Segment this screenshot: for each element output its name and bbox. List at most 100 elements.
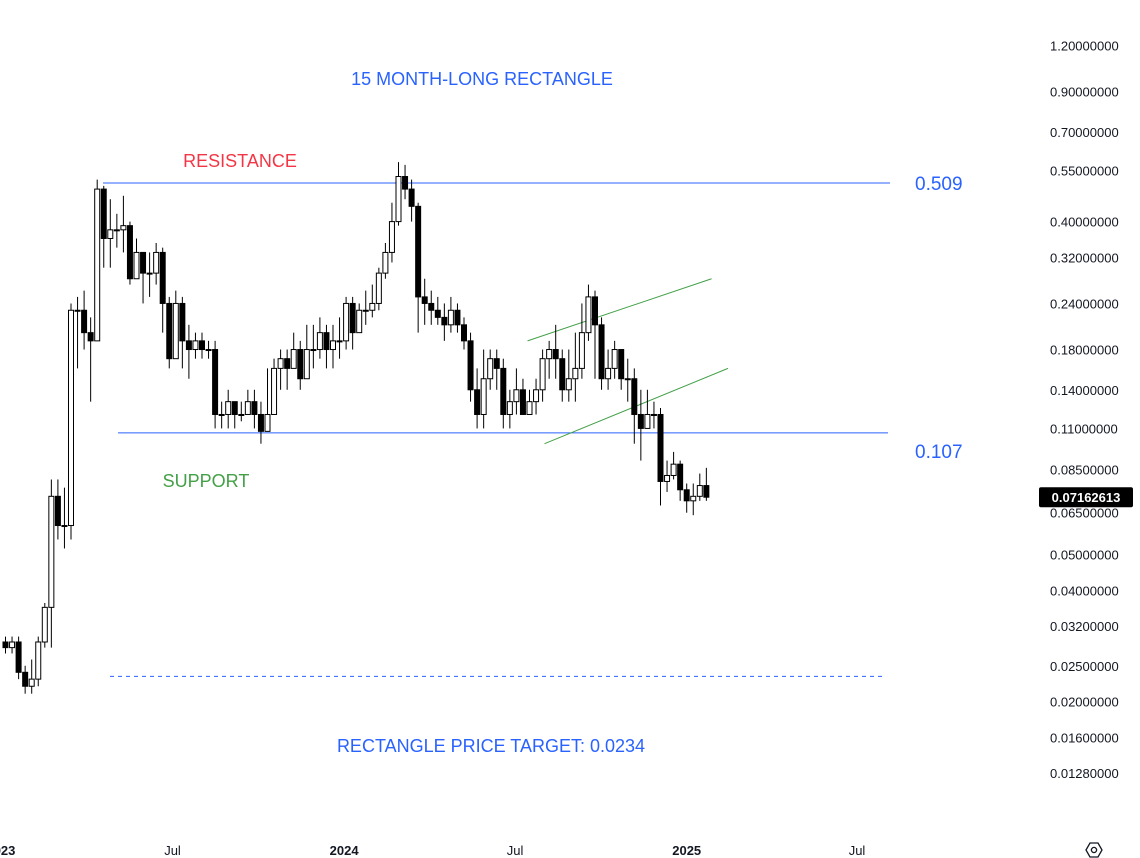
- candle: [74, 296, 81, 369]
- candle-body-down: [618, 349, 625, 380]
- candle: [185, 324, 192, 379]
- candle: [421, 278, 428, 325]
- candle: [100, 185, 107, 268]
- candle: [559, 349, 566, 402]
- candle: [172, 290, 179, 360]
- candle-body-up: [506, 401, 513, 415]
- candle-body-down: [323, 332, 330, 351]
- y-tick-label: 0.06500000: [1050, 506, 1119, 521]
- candle-body-down: [257, 413, 264, 432]
- candle-body-up: [546, 349, 553, 360]
- candle: [48, 479, 55, 648]
- candle-body-up: [480, 378, 487, 415]
- candle-body-down: [179, 302, 186, 342]
- candle: [316, 317, 323, 359]
- candle: [113, 213, 120, 248]
- candle: [539, 349, 546, 402]
- candle: [631, 368, 638, 444]
- candle-body-up: [330, 340, 336, 351]
- candle-body-down: [284, 358, 291, 369]
- y-tick-label: 0.24000000: [1050, 296, 1119, 311]
- y-tick-label: 0.40000000: [1050, 215, 1119, 230]
- candle-body-down: [100, 188, 107, 239]
- candle-body-up: [68, 309, 74, 527]
- candle-body-up: [9, 641, 16, 649]
- y-tick-label: 0.02000000: [1050, 695, 1119, 710]
- candle: [126, 221, 133, 285]
- candle: [683, 483, 690, 513]
- candle-body-down: [500, 367, 507, 415]
- candle-body-up: [48, 495, 55, 608]
- candle: [35, 636, 42, 687]
- candle-body-up: [238, 413, 245, 416]
- candle-body-down: [683, 489, 690, 502]
- candle-body-up: [133, 251, 140, 280]
- candle-body-down: [126, 225, 133, 280]
- candle-body-down: [159, 251, 166, 304]
- candle: [192, 332, 199, 359]
- candle: [238, 401, 245, 422]
- candle-body-down: [474, 389, 481, 415]
- candle-body-up: [192, 340, 199, 351]
- candle: [323, 324, 330, 369]
- candle-body-up: [447, 309, 454, 326]
- candle: [107, 199, 114, 268]
- candle-body-up: [375, 272, 382, 304]
- candle-body-up: [336, 340, 343, 343]
- candle-body-down: [2, 641, 9, 649]
- y-tick-label: 0.32000000: [1050, 250, 1119, 265]
- candle-body-up: [690, 495, 697, 502]
- candle-body-down: [421, 296, 428, 304]
- y-axis: 1.20000000 0.90000000 0.70000000 0.55000000…: [1050, 39, 1119, 781]
- candle-body-down: [461, 324, 467, 342]
- candle: [650, 401, 657, 429]
- candle: [61, 487, 68, 549]
- candle: [330, 324, 336, 369]
- candle-body-up: [670, 463, 677, 476]
- candle-body-down: [402, 176, 409, 190]
- candle: [611, 340, 618, 379]
- chart-settings-icon[interactable]: [1085, 842, 1103, 858]
- candle-body-up: [533, 389, 540, 403]
- candle: [415, 202, 422, 333]
- candle-body-up: [650, 413, 657, 416]
- candle-body-up: [146, 272, 153, 275]
- candle-body-up: [153, 251, 160, 274]
- candle: [447, 296, 454, 333]
- candle: [467, 332, 474, 402]
- candle-body-down: [199, 340, 205, 351]
- candle: [336, 317, 343, 359]
- candle-body-up: [61, 525, 68, 528]
- candle: [225, 389, 232, 429]
- y-tick-label: 0.55000000: [1050, 164, 1119, 179]
- candle-body-down: [454, 309, 461, 326]
- candle-body-down: [251, 401, 258, 415]
- candle: [388, 202, 395, 263]
- candle-body-up: [120, 225, 127, 231]
- candle-body-down: [140, 251, 147, 274]
- candle-body-up: [362, 309, 369, 312]
- candle-body-up: [264, 413, 271, 432]
- candle: [133, 238, 140, 280]
- candle: [592, 290, 598, 379]
- candle-body-down: [349, 302, 356, 334]
- candle-body-up: [74, 309, 81, 312]
- candle-body-down: [408, 188, 415, 207]
- candle: [519, 378, 526, 415]
- resistance-value-label: 0.509: [915, 174, 963, 195]
- candle-body-up: [271, 367, 278, 415]
- candle: [500, 358, 507, 429]
- y-tick-label: 1.20000000: [1050, 39, 1119, 54]
- candle-body-up: [624, 378, 631, 381]
- candle-body-up: [303, 349, 310, 380]
- chart-title: 15 MONTH-LONG RECTANGLE: [351, 69, 613, 89]
- candle: [375, 267, 382, 311]
- candle-body-down: [231, 401, 238, 415]
- candle: [264, 368, 271, 432]
- candle-body-up: [113, 229, 120, 232]
- candle: [2, 636, 9, 654]
- candle: [140, 251, 147, 304]
- candle: [277, 349, 284, 390]
- candle: [212, 340, 219, 429]
- candle: [493, 349, 500, 390]
